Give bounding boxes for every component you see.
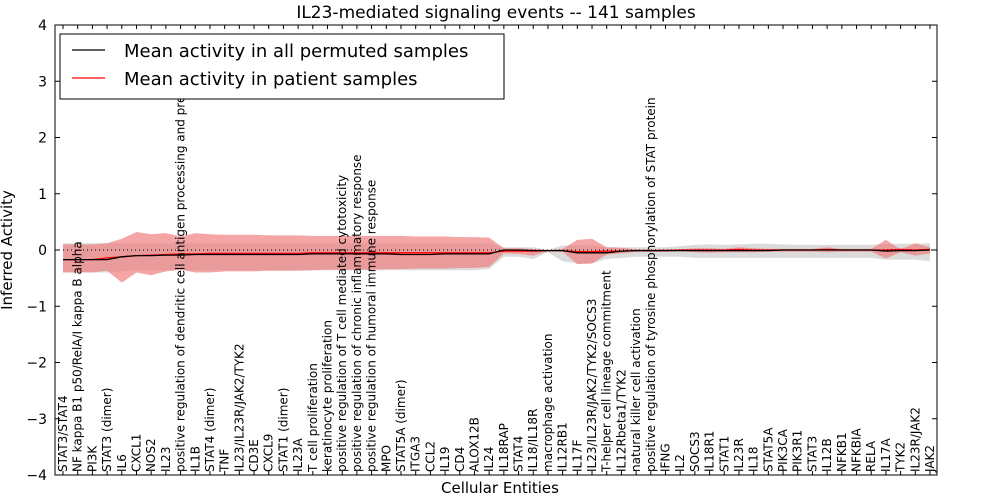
category-label: JAK2 xyxy=(923,445,937,473)
x-axis-ticks xyxy=(62,25,931,475)
category-label: SOCS3 xyxy=(688,431,702,472)
category-label: IL1B xyxy=(188,446,202,472)
category-label: IL12Rbeta1/TYK2 xyxy=(614,369,628,472)
y-tick-label: −2 xyxy=(26,356,47,372)
category-label: IL2 xyxy=(673,454,687,472)
legend-label-patient: Mean activity in patient samples xyxy=(124,69,418,90)
category-label: IL23 xyxy=(159,447,173,473)
category-label: IL23A xyxy=(291,437,305,471)
category-label: CD3E xyxy=(247,439,261,472)
y-tick-label: −3 xyxy=(26,412,47,428)
legend-box xyxy=(59,33,505,100)
category-label: NOS2 xyxy=(144,438,158,472)
chart-title: IL23-mediated signaling events -- 141 sa… xyxy=(296,3,696,23)
category-label: positive regulation of T cell mediated c… xyxy=(335,175,349,472)
y-axis-ticks: −4 −3 −2 −1 0 1 2 3 4 xyxy=(26,18,937,484)
category-label: IL12RB1 xyxy=(556,422,570,472)
category-label: STAT1 (dimer) xyxy=(276,388,290,472)
category-label: STAT3 (dimer) xyxy=(100,388,114,472)
legend-label-permuted: Mean activity in all permuted samples xyxy=(124,41,468,62)
category-label: RELA xyxy=(864,440,878,472)
category-label: PIK3CA xyxy=(776,428,790,472)
category-label: IL12B xyxy=(820,438,834,472)
category-label: STAT1 xyxy=(717,436,731,472)
category-label: IL23R/JAK2 xyxy=(908,407,922,472)
patient-range-band xyxy=(63,232,930,283)
category-label: STAT3 xyxy=(805,436,819,472)
category-label: keratinocyte proliferation xyxy=(321,320,335,472)
category-label: T-helper cell lineage commitment xyxy=(600,270,614,473)
category-label: STAT4 xyxy=(512,436,526,472)
category-label: TYK2 xyxy=(894,442,908,473)
y-tick-label: 0 xyxy=(38,243,47,259)
category-label: positive regulation of humoral immune re… xyxy=(365,180,379,472)
category-label: PIK3R1 xyxy=(791,430,805,472)
y-axis-label: Inferred Activity xyxy=(0,190,16,310)
category-label: TNF xyxy=(218,449,232,473)
legend: Mean activity in all permuted samples Me… xyxy=(59,33,505,100)
permuted-mean-line xyxy=(63,249,931,261)
y-tick-label: −1 xyxy=(26,299,47,315)
y-tick-label: 2 xyxy=(38,131,47,147)
category-label: ITGA3 xyxy=(409,436,423,472)
y-tick-label: 1 xyxy=(38,187,47,203)
category-label: T cell proliferation xyxy=(306,363,320,473)
category-label: IL17F xyxy=(570,439,584,471)
category-label: STAT4 (dimer) xyxy=(203,388,217,472)
category-label: IL23/IL23R/JAK2/TYK2/SOCS3 xyxy=(585,299,599,472)
category-label: CXCL9 xyxy=(262,434,276,472)
category-label: ALOX12B xyxy=(468,417,482,472)
category-label: NF kappa B1 p50/RelA/I kappa B alpha xyxy=(71,241,85,472)
y-tick-label: −4 xyxy=(26,468,47,484)
category-label: STAT5A xyxy=(761,427,775,472)
category-label: NFKBIA xyxy=(850,427,864,472)
category-label: positive regulation of chronic inflammat… xyxy=(350,154,364,472)
category-label: IL18R1 xyxy=(703,431,717,472)
category-label: natural killer cell activation xyxy=(629,308,643,472)
category-label: CCL2 xyxy=(423,441,437,472)
category-label: IL23/IL23R/JAK2/TYK2 xyxy=(232,343,246,472)
category-label: positive regulation of tyrosine phosphor… xyxy=(644,97,658,472)
category-label: STAT5A (dimer) xyxy=(394,379,408,472)
category-label: positive regulation of dendritic cell an… xyxy=(174,39,188,472)
category-label: IL18RAP xyxy=(497,423,511,472)
category-label: IL6 xyxy=(115,454,129,472)
category-label: IL19 xyxy=(438,447,452,473)
category-label: STAT3/STAT4 xyxy=(56,395,70,472)
category-label: CXCL1 xyxy=(130,434,144,472)
x-axis-label: Cellular Entities xyxy=(441,479,559,497)
category-label: IL18 xyxy=(747,447,761,473)
category-label: CD4 xyxy=(453,447,467,472)
category-label: IL24 xyxy=(482,447,496,473)
category-label: macrophage activation xyxy=(541,333,555,471)
category-label: PI3K xyxy=(85,445,99,472)
category-label: IFNG xyxy=(659,443,673,472)
y-tick-label: 3 xyxy=(38,74,47,90)
category-label: IL23R xyxy=(732,438,746,472)
series-lines xyxy=(63,248,931,261)
category-labels: STAT3/STAT4 NF kappa B1 p50/RelA/I kappa … xyxy=(56,39,937,473)
category-label: IL18/IL18R xyxy=(526,409,540,472)
y-tick-label: 4 xyxy=(38,18,47,34)
category-label: NFKB1 xyxy=(835,432,849,472)
category-label: IL17A xyxy=(879,437,893,471)
category-label: MPO xyxy=(379,445,393,472)
